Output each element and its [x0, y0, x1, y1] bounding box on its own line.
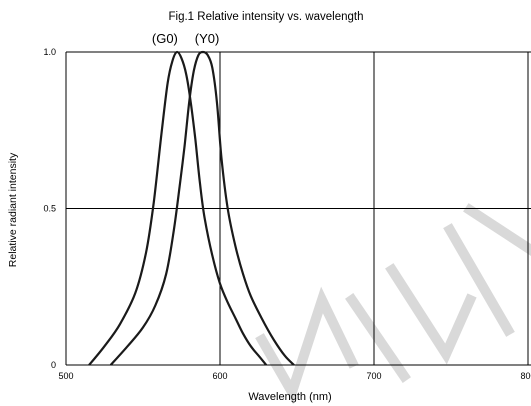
- y-axis-label: Relative radiant intensity: [7, 152, 19, 267]
- y-tick-label: 0: [51, 360, 56, 370]
- x-tick-label: 500: [58, 371, 73, 381]
- chart-title: Fig.1 Relative intensity vs. wavelength: [169, 11, 364, 23]
- series-line-g0: [88, 50, 268, 366]
- series-layer: [88, 50, 295, 366]
- plot-frame: [65, 52, 531, 366]
- y-tick-label: 0.5: [43, 204, 56, 214]
- watermark: [255, 203, 531, 405]
- x-tick-label: 600: [212, 371, 227, 381]
- grid: [66, 51, 531, 365]
- y-tick-label: 1.0: [43, 47, 56, 57]
- series-label-g0: (G0): [152, 31, 178, 46]
- y-tick-labels: 0 0.5 1.0: [43, 47, 56, 370]
- series-line-y0: [109, 50, 295, 366]
- x-axis-label: Wavelength (nm): [248, 391, 331, 403]
- series-labels: (G0) (Y0): [152, 31, 219, 46]
- x-tick-label: 800: [520, 371, 531, 381]
- x-tick-labels: 500 600 700 800: [58, 371, 531, 381]
- series-label-y0: (Y0): [195, 31, 220, 46]
- x-tick-label: 700: [366, 371, 381, 381]
